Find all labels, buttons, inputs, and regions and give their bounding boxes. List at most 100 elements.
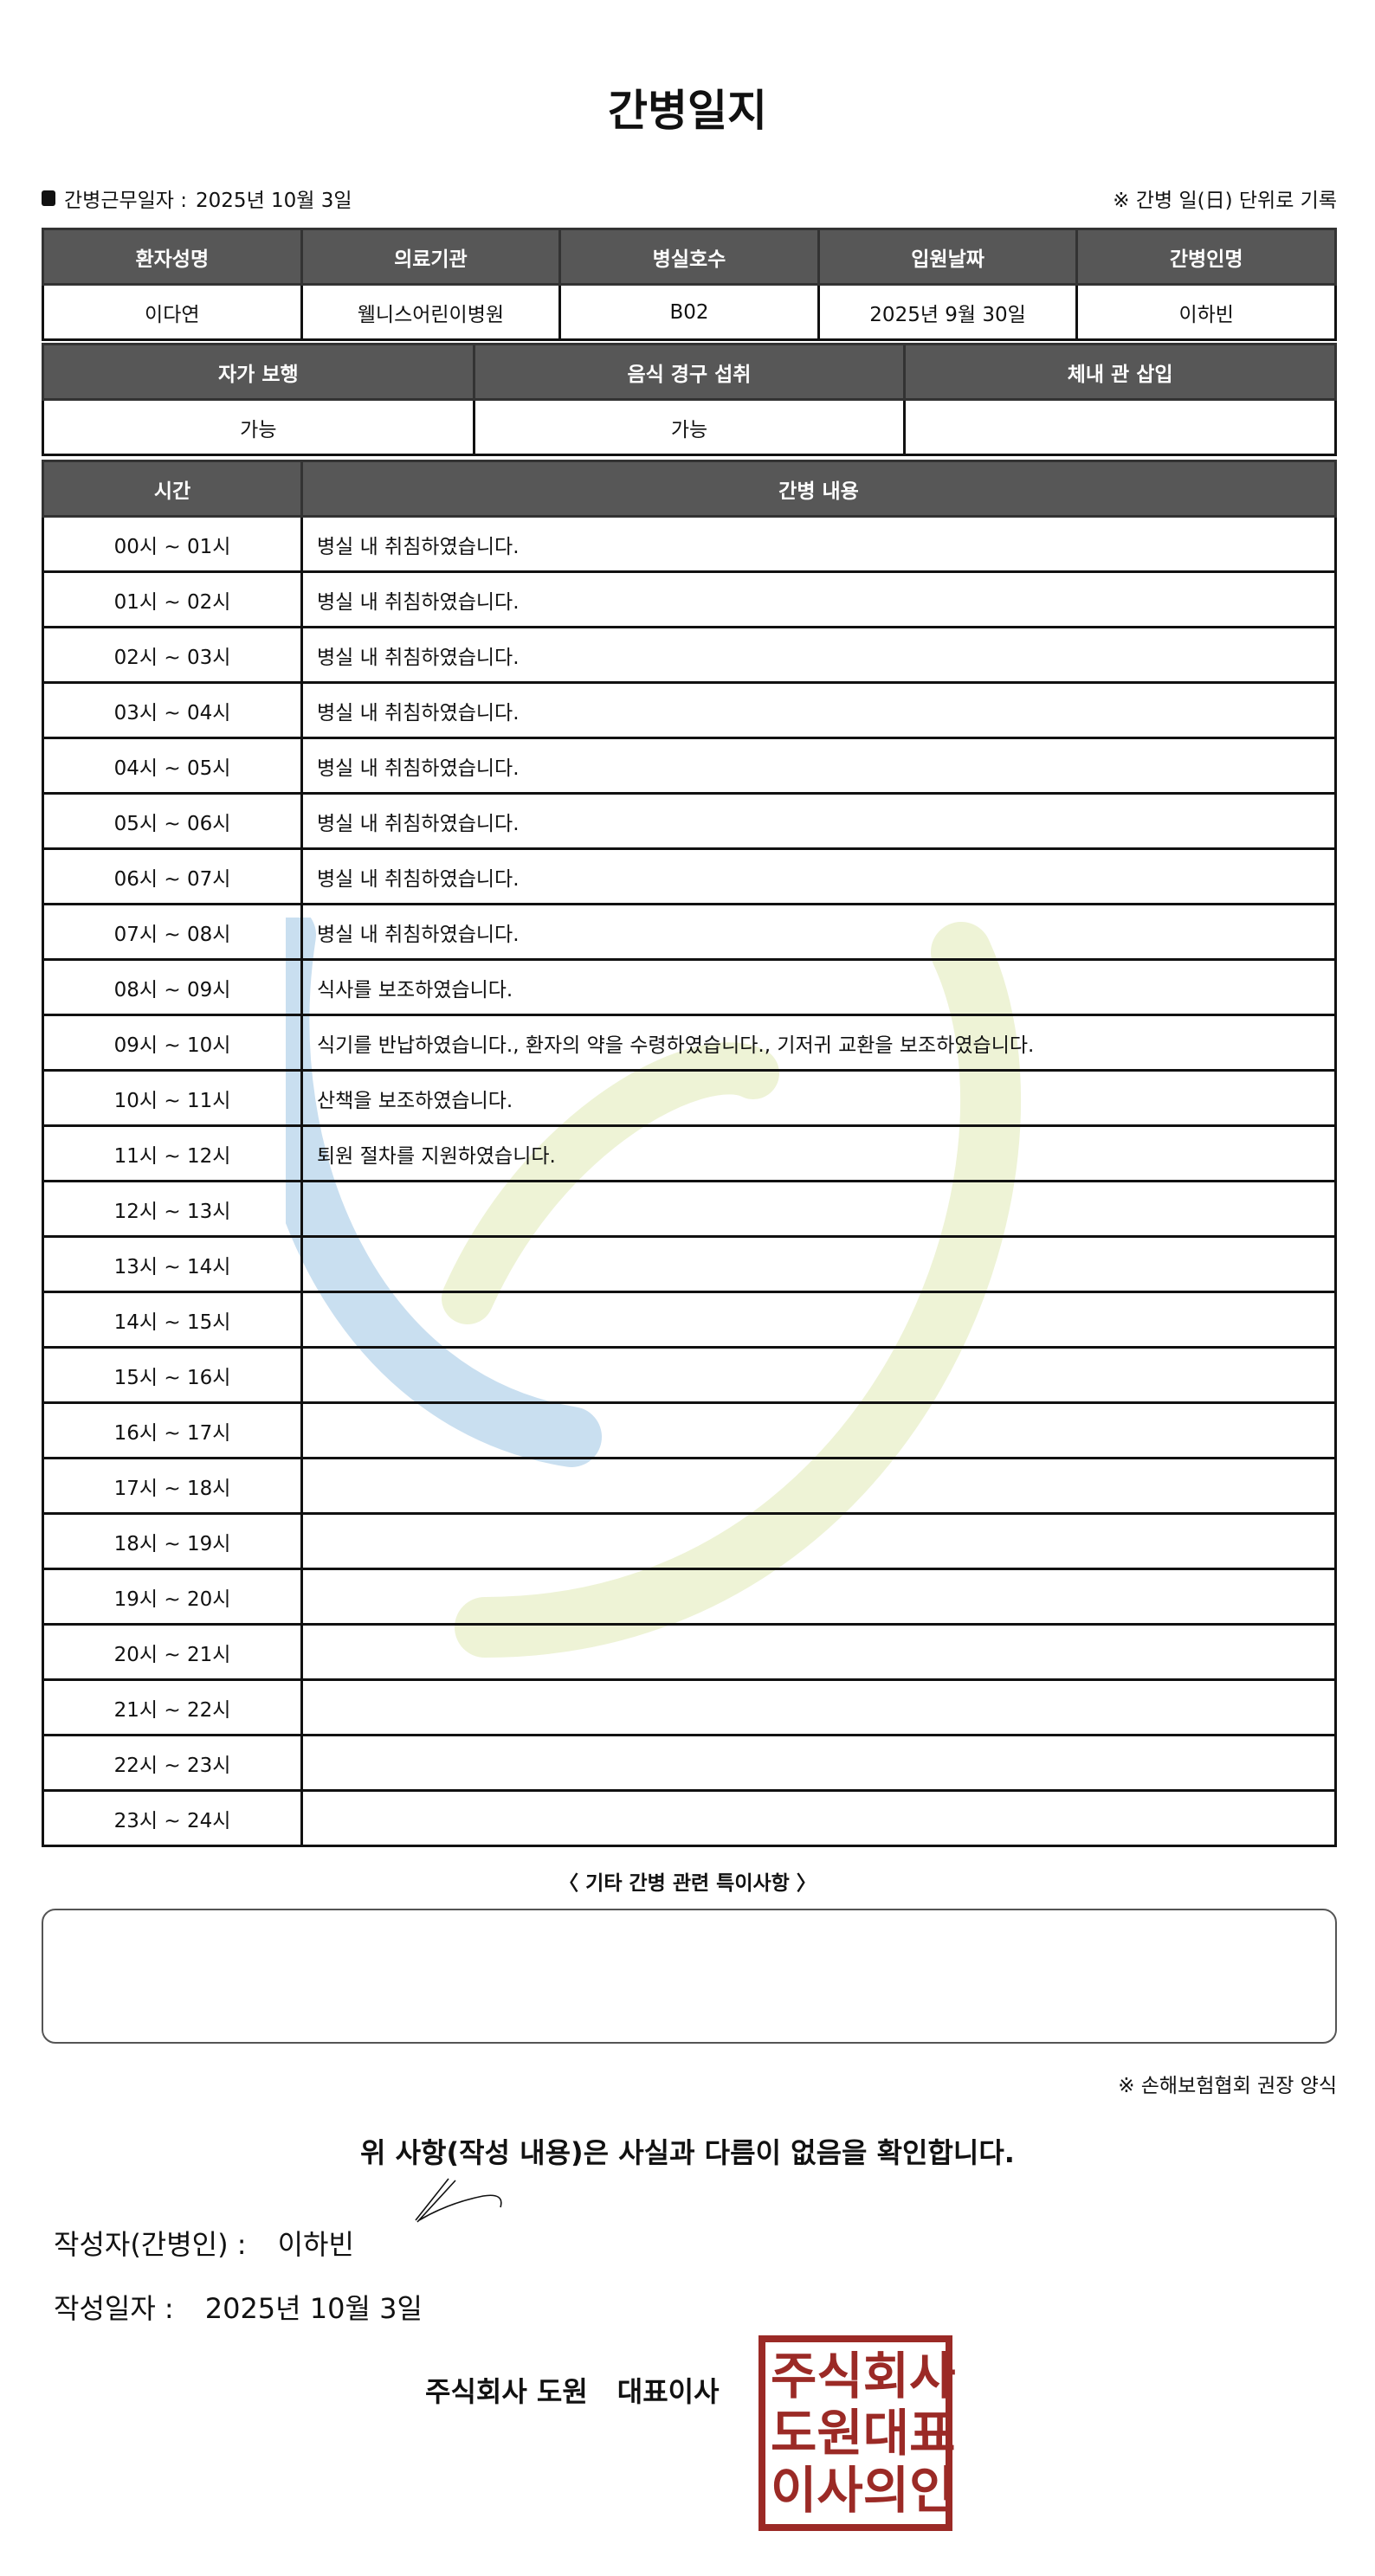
time-cell: 05시 ~ 06시 (42, 792, 303, 850)
content-cell: 병실 내 취침하였습니다. (300, 570, 1337, 628)
stamp-char: 인 (909, 2461, 956, 2520)
write-date-row: 작성일자 : 2025년 10월 3일 (54, 2287, 423, 2327)
stamp-char: 사 (817, 2461, 863, 2520)
time-cell: 10시 ~ 11시 (42, 1069, 303, 1127)
content-cell (300, 1346, 1337, 1404)
content-cell: 병실 내 취침하였습니다. (300, 515, 1337, 573)
patient-value: 이다연 (42, 283, 303, 341)
time-cell: 12시 ~ 13시 (42, 1180, 303, 1238)
content-cell (300, 1623, 1337, 1681)
content-cell (300, 1568, 1337, 1626)
stamp-char: 회 (862, 2347, 910, 2405)
content-cell: 병실 내 취침하였습니다. (300, 626, 1337, 684)
table-row: 16시 ~ 17시 (42, 1401, 1337, 1459)
status-header: 음식 경구 섭취 (472, 343, 907, 401)
status-value: 가능 (472, 398, 907, 456)
content-cell: 병실 내 취침하였습니다. (300, 737, 1337, 795)
table-row: 23시 ~ 24시 (42, 1789, 1337, 1847)
stamp-char: 의 (862, 2461, 910, 2520)
table-row: 01시 ~ 02시 병실 내 취침하였습니다. (42, 570, 1337, 628)
time-cell: 11시 ~ 12시 (42, 1124, 303, 1182)
time-cell: 19시 ~ 20시 (42, 1568, 303, 1626)
table-row: 09시 ~ 10시 식기를 반납하였습니다., 환자의 약을 수령하였습니다., … (42, 1014, 1337, 1072)
time-cell: 04시 ~ 05시 (42, 737, 303, 795)
time-cell: 03시 ~ 04시 (42, 681, 303, 739)
patient-header: 의료기관 (300, 228, 562, 286)
stamp-char: 도 (771, 2404, 817, 2463)
time-cell: 15시 ~ 16시 (42, 1346, 303, 1404)
content-cell (300, 1180, 1337, 1238)
table-row: 02시 ~ 03시 병실 내 취침하였습니다. (42, 626, 1337, 684)
table-row: 17시 ~ 18시 (42, 1457, 1337, 1515)
patient-header: 환자성명 (42, 228, 303, 286)
content-cell (300, 1457, 1337, 1515)
time-cell: 14시 ~ 15시 (42, 1291, 303, 1349)
content-cell (300, 1401, 1337, 1459)
content-cell: 병실 내 취침하였습니다. (300, 792, 1337, 850)
content-cell (300, 1512, 1337, 1570)
patient-header: 병실호수 (558, 228, 820, 286)
work-date-label: 간병근무일자 : (64, 190, 188, 212)
time-cell: 01시 ~ 02시 (42, 570, 303, 628)
write-date-label: 작성일자 : (54, 2292, 174, 2325)
stamp-char: 표 (909, 2404, 956, 2463)
writer-name: 이하빈 (277, 2228, 354, 2261)
content-cell (300, 1678, 1337, 1736)
status-value: 가능 (42, 398, 475, 456)
company-signature: 주식회사 도원 대표이사 (425, 2370, 720, 2410)
stamp-char: 대 (862, 2404, 910, 2463)
time-cell: 20시 ~ 21시 (42, 1623, 303, 1681)
stamp-char: 이 (771, 2461, 817, 2520)
writer-label: 작성자(간병인) : (54, 2228, 247, 2261)
signature (415, 2178, 502, 2223)
table-row: 15시 ~ 16시 (42, 1346, 1337, 1404)
table-row: 08시 ~ 09시 식사를 보조하였습니다. (42, 958, 1337, 1016)
time-cell: 00시 ~ 01시 (42, 515, 303, 573)
time-header: 시간 (42, 460, 303, 518)
time-cell: 02시 ~ 03시 (42, 626, 303, 684)
write-date-value: 2025년 10월 3일 (204, 2292, 423, 2325)
content-cell: 병실 내 취침하였습니다. (300, 903, 1337, 961)
patient-value: 2025년 9월 30일 (817, 283, 1079, 341)
bullet-icon (42, 190, 55, 206)
table-row: 20시 ~ 21시 (42, 1623, 1337, 1681)
table-row: 07시 ~ 08시 병실 내 취침하였습니다. (42, 903, 1337, 961)
work-date-value: 2025년 10월 3일 (196, 190, 352, 212)
status-header: 체내 관 삽입 (903, 343, 1337, 401)
company-name: 주식회사 도원 (425, 2375, 588, 2408)
status-value (903, 398, 1337, 456)
table-row: 03시 ~ 04시 병실 내 취침하였습니다. (42, 681, 1337, 739)
page-title: 간병일지 (608, 86, 767, 136)
content-cell: 병실 내 취침하였습니다. (300, 847, 1337, 905)
content-cell: 산책을 보조하였습니다. (300, 1069, 1337, 1127)
record-note: ※ 간병 일(日) 단위로 기록 (1113, 190, 1337, 212)
content-header: 간병 내용 (300, 460, 1337, 518)
time-cell: 21시 ~ 22시 (42, 1678, 303, 1736)
table-row: 05시 ~ 06시 병실 내 취침하였습니다. (42, 792, 1337, 850)
writer-row: 작성자(간병인) : 이하빈 (54, 2223, 354, 2263)
time-cell: 23시 ~ 24시 (42, 1789, 303, 1847)
table-row: 12시 ~ 13시 (42, 1180, 1337, 1238)
patient-table: 환자성명 의료기관 병실호수 입원날짜 간병인명 이다연 웰니스어린이병원 B02 2025년 … (42, 228, 1337, 341)
status-header: 자가 보행 (42, 343, 475, 401)
stamp-char: 주 (771, 2347, 817, 2405)
patient-value: B02 (558, 283, 820, 341)
status-table: 자가 보행 음식 경구 섭취 체내 관 삽입 가능 가능 (42, 343, 1337, 456)
time-cell: 07시 ~ 08시 (42, 903, 303, 961)
content-cell: 퇴원 절차를 지원하였습니다. (300, 1124, 1337, 1182)
etc-title: 〈 기타 간병 관련 특이사항 〉 (558, 1872, 817, 1895)
table-row: 14시 ~ 15시 (42, 1291, 1337, 1349)
confirm-statement: 위 사항(작성 내용)은 사실과 다름이 없음을 확인합니다. (360, 2136, 1015, 2169)
patient-header: 간병인명 (1075, 228, 1337, 286)
time-cell: 06시 ~ 07시 (42, 847, 303, 905)
etc-notes-box (42, 1909, 1337, 2044)
stamp-char: 사 (909, 2347, 956, 2405)
stamp-char: 원 (817, 2404, 863, 2463)
table-row: 00시 ~ 01시 병실 내 취침하였습니다. (42, 515, 1337, 573)
patient-value: 웰니스어린이병원 (300, 283, 562, 341)
time-cell: 13시 ~ 14시 (42, 1235, 303, 1293)
time-cell: 17시 ~ 18시 (42, 1457, 303, 1515)
table-row: 10시 ~ 11시 산책을 보조하였습니다. (42, 1069, 1337, 1127)
company-title: 대표이사 (616, 2375, 720, 2408)
